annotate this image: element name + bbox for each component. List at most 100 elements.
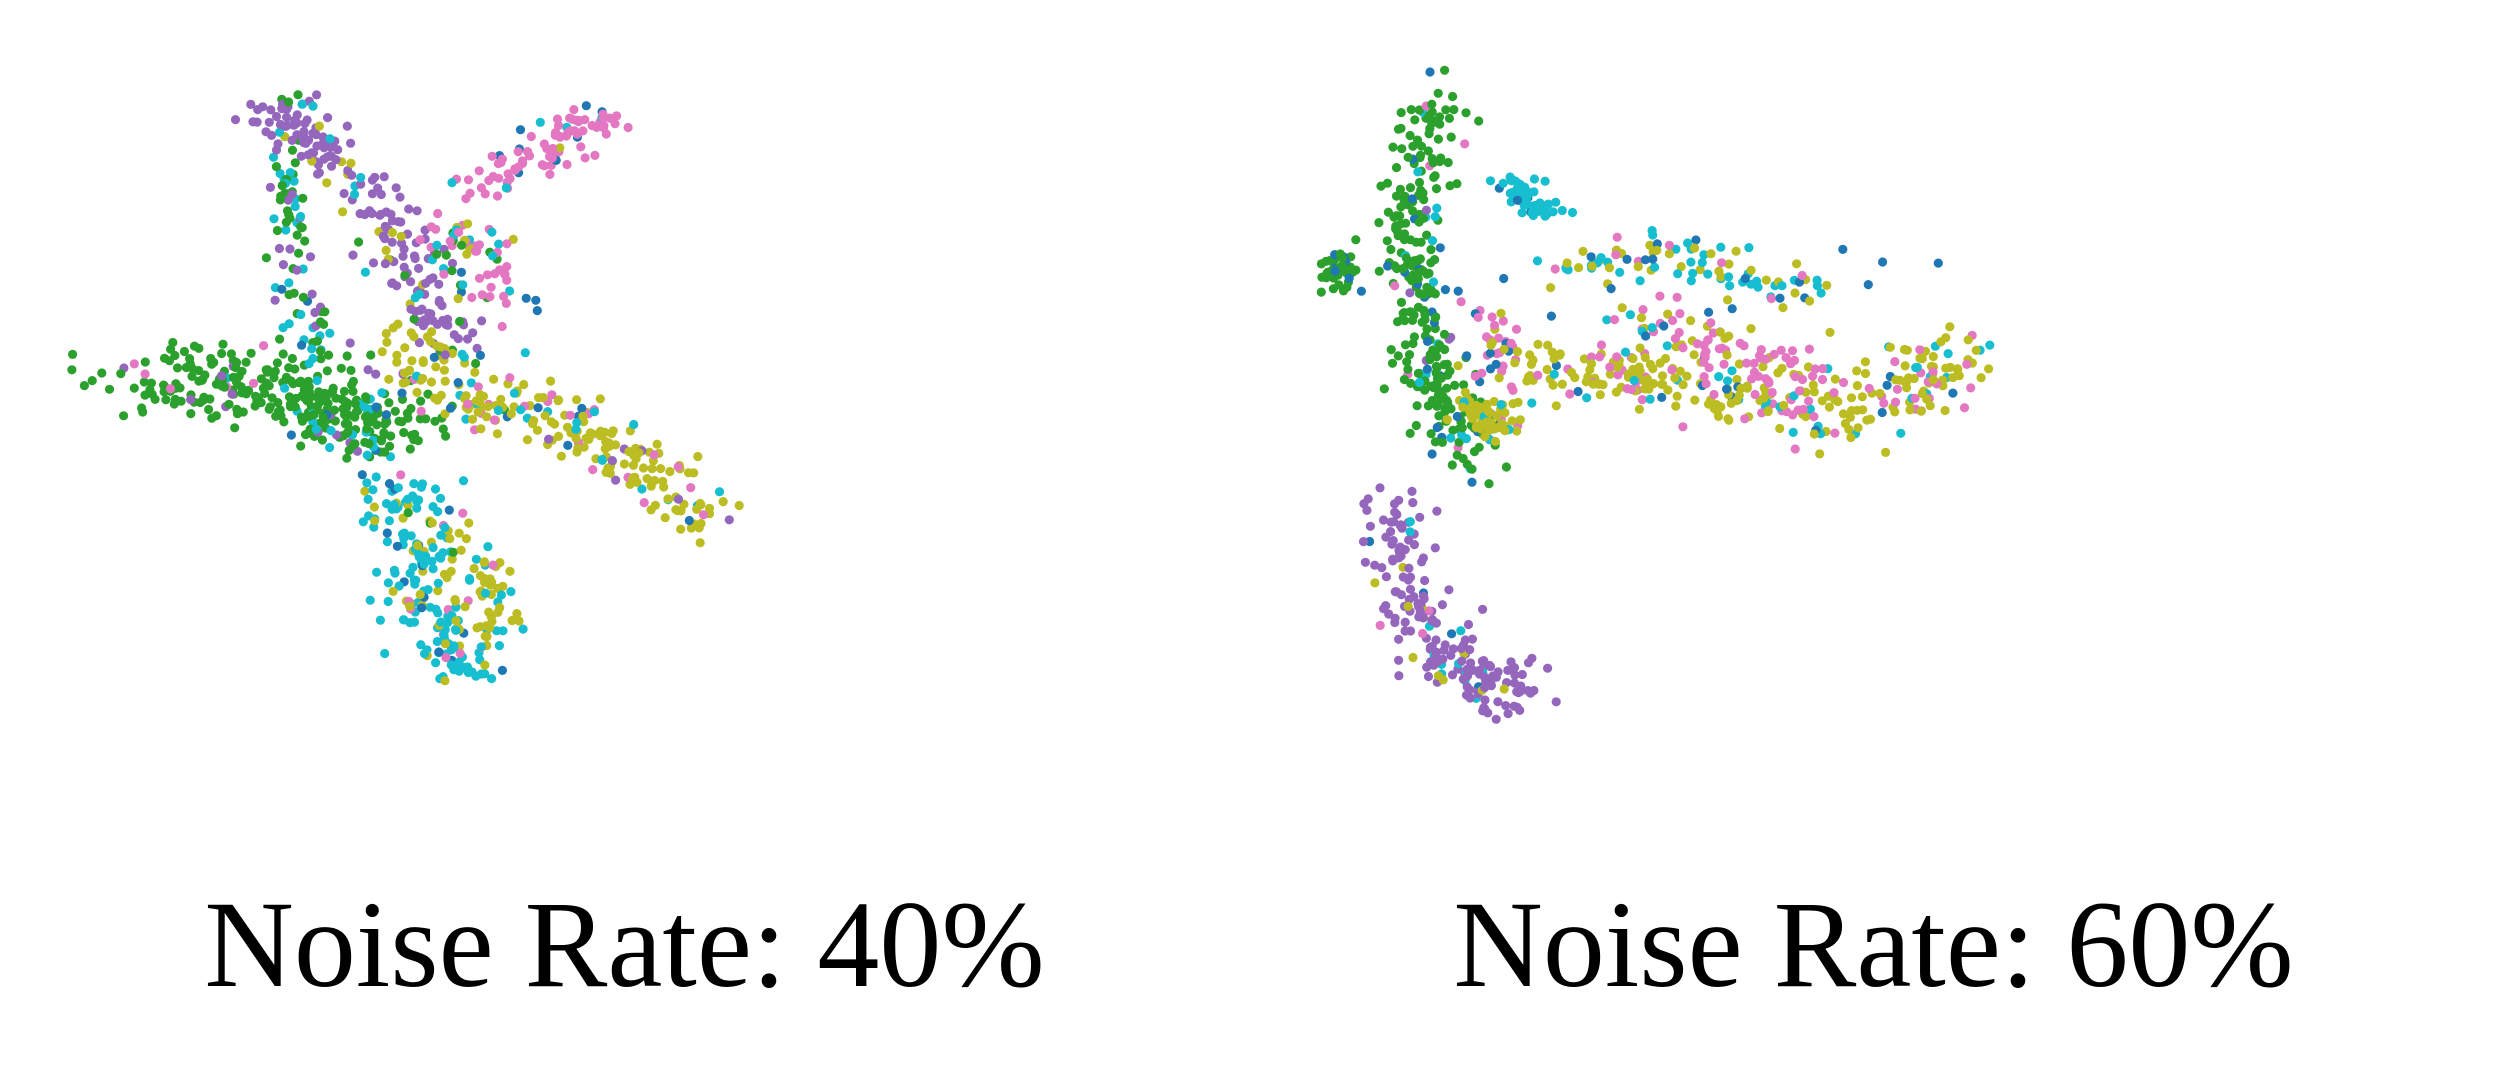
data-point-green: [1405, 183, 1416, 193]
data-point-green: [150, 394, 160, 404]
data-point-pink: [562, 159, 572, 170]
data-point-cyan: [1529, 187, 1539, 197]
data-point-purple: [227, 389, 237, 399]
data-point-olive: [1805, 296, 1815, 306]
data-point-olive: [506, 409, 516, 419]
data-point-green: [1382, 236, 1392, 246]
data-point-pink: [1674, 327, 1684, 338]
data-point-olive: [451, 616, 461, 626]
data-point-blue: [1586, 252, 1596, 262]
data-point-olive: [453, 294, 463, 304]
data-point-purple: [348, 250, 358, 260]
data-point-olive: [532, 425, 543, 435]
data-point-green: [232, 357, 242, 368]
data-point-green: [1390, 262, 1400, 272]
data-point-cyan: [454, 657, 464, 667]
data-point-olive: [1499, 344, 1509, 354]
data-point-blue: [1838, 244, 1848, 254]
data-point-cyan: [1430, 212, 1440, 222]
data-point-pink: [1418, 628, 1428, 639]
data-point-cyan: [280, 383, 290, 393]
data-point-green: [1395, 184, 1405, 194]
data-point-pink: [455, 648, 465, 658]
data-point-olive: [485, 623, 495, 633]
data-point-green: [1445, 181, 1455, 191]
data-point-blue: [1648, 254, 1658, 264]
data-point-olive: [1830, 374, 1840, 384]
data-point-purple: [1461, 690, 1472, 700]
data-point-olive: [1512, 347, 1523, 357]
data-point-olive: [1370, 578, 1380, 588]
data-point-cyan: [1985, 340, 1995, 350]
data-point-olive: [734, 500, 744, 511]
data-point-green: [1430, 380, 1440, 390]
data-point-green: [318, 412, 328, 422]
data-point-green: [471, 358, 481, 369]
data-point-green: [287, 145, 298, 155]
data-point-cyan: [428, 542, 438, 553]
data-point-olive: [1433, 671, 1443, 681]
data-point-green: [1432, 401, 1442, 411]
data-point-green: [271, 162, 281, 172]
data-point-pink: [1701, 379, 1711, 389]
data-point-purple: [1463, 619, 1474, 630]
data-point-olive: [1875, 388, 1885, 399]
data-point-pink: [1790, 444, 1800, 454]
data-point-cyan: [1615, 267, 1625, 277]
data-point-cyan: [1943, 349, 1953, 359]
data-point-green: [293, 90, 303, 100]
data-point-olive: [1483, 422, 1493, 433]
data-point-purple: [1551, 697, 1561, 707]
data-point-olive: [442, 573, 452, 583]
data-point-pink: [1487, 312, 1497, 322]
data-point-olive: [377, 347, 387, 357]
data-point-purple: [1417, 557, 1427, 567]
data-point-green: [423, 389, 433, 399]
data-point-green: [217, 348, 227, 359]
data-point-pink: [474, 273, 485, 283]
data-point-green: [290, 402, 300, 412]
data-point-cyan: [1596, 253, 1606, 263]
data-point-cyan: [1686, 276, 1696, 286]
data-point-purple: [468, 328, 478, 338]
data-point-olive: [435, 342, 445, 352]
data-point-cyan: [436, 617, 446, 627]
data-point-olive: [1689, 243, 1700, 253]
data-point-pink: [1749, 358, 1759, 368]
data-point-purple: [1400, 545, 1410, 555]
data-point-olive: [1581, 377, 1591, 387]
data-point-green: [344, 445, 354, 455]
data-point-pink: [1664, 240, 1674, 250]
data-point-olive: [1830, 395, 1840, 405]
data-point-green: [337, 394, 347, 404]
data-point-purple: [434, 279, 444, 289]
data-point-cyan: [1527, 208, 1537, 218]
data-point-pink: [1699, 372, 1709, 382]
data-point-olive: [418, 373, 428, 384]
data-point-purple: [342, 121, 352, 131]
data-point-olive: [399, 368, 410, 378]
data-point-purple: [1418, 612, 1428, 622]
data-point-olive: [1598, 380, 1608, 390]
data-point-pink: [565, 410, 575, 420]
data-point-green: [1442, 359, 1452, 369]
data-point-olive: [1809, 387, 1819, 397]
data-point-green: [1405, 428, 1415, 438]
data-point-cyan: [414, 495, 424, 505]
data-point-pink: [1675, 309, 1685, 319]
data-point-pink: [510, 164, 520, 174]
data-point-olive: [1758, 362, 1768, 372]
data-point-pink: [489, 415, 500, 425]
caption-noise-40: Noise Rate: 40%: [204, 876, 1045, 1013]
data-point-cyan: [1582, 393, 1592, 403]
data-point-blue: [1453, 286, 1463, 296]
data-point-green: [1459, 380, 1469, 390]
data-point-green: [172, 363, 183, 373]
data-point-olive: [540, 411, 550, 421]
data-point-cyan: [1529, 174, 1539, 184]
data-point-cyan: [432, 240, 442, 250]
data-point-purple: [1400, 617, 1410, 627]
data-point-green: [400, 270, 410, 280]
data-point-cyan: [281, 225, 291, 235]
data-point-green: [397, 417, 407, 427]
